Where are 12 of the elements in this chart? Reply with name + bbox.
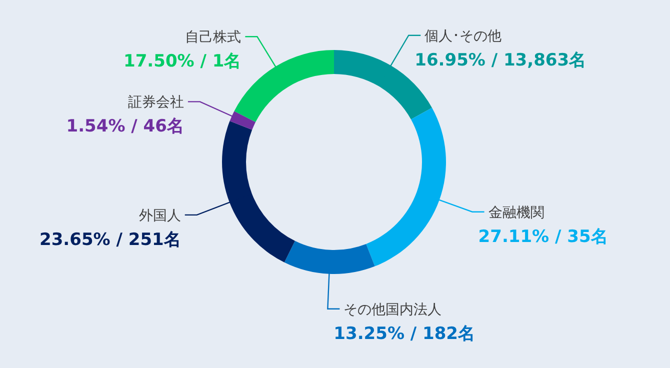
slice-label: 個人･その他 bbox=[424, 28, 502, 44]
data-label: 27.11% / 35名 bbox=[478, 226, 608, 247]
slice-label: その他国内法人 bbox=[344, 302, 442, 318]
data-label: 13.25% / 182名 bbox=[334, 324, 476, 344]
slice-label: 自己株式 bbox=[185, 30, 242, 46]
slice-label: 証券会社 bbox=[128, 94, 184, 111]
data-label: 17.50% / 1名 bbox=[124, 52, 242, 72]
slice-label: 外国人 bbox=[138, 208, 181, 224]
data-label: 16.95% / 13,863名 bbox=[414, 50, 586, 70]
data-label: 1.54% / 46名 bbox=[66, 116, 184, 137]
data-label: 23.65% / 251名 bbox=[40, 230, 181, 250]
slice-label: 金融機関 bbox=[488, 204, 544, 221]
